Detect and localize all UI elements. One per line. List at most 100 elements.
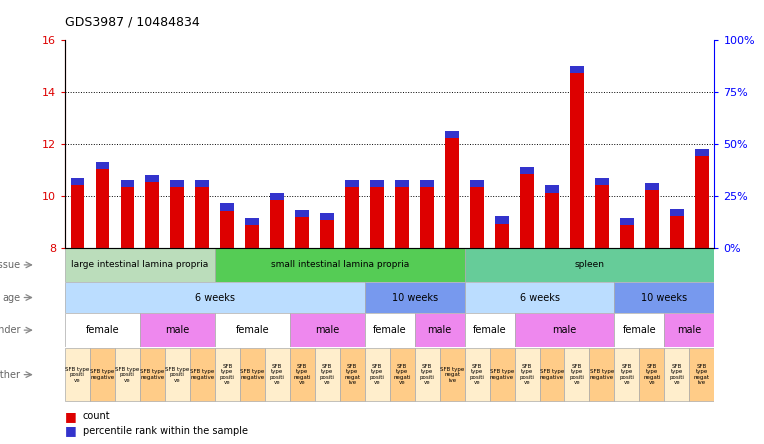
Text: count: count: [83, 412, 110, 421]
Text: female: female: [373, 325, 406, 335]
Bar: [364, 348, 390, 401]
Text: SFB
type
positi
ve: SFB type positi ve: [220, 364, 235, 385]
Text: female: female: [473, 325, 507, 335]
Bar: [221, 203, 234, 211]
Bar: [270, 193, 284, 200]
Text: SFB
type
positi
ve: SFB type positi ve: [470, 364, 484, 385]
Bar: [445, 131, 459, 138]
Text: 10 weeks: 10 weeks: [641, 293, 688, 302]
Text: SFB type
negative: SFB type negative: [190, 369, 215, 380]
Bar: [645, 182, 659, 248]
Bar: [390, 348, 415, 401]
Bar: [470, 180, 484, 187]
Bar: [570, 66, 584, 248]
Bar: [539, 348, 565, 401]
Bar: [165, 348, 189, 401]
Text: SFB type
positi
ve: SFB type positi ve: [165, 367, 189, 383]
Text: SFB type
negative: SFB type negative: [490, 369, 514, 380]
Bar: [420, 180, 434, 187]
Bar: [371, 180, 384, 248]
Text: SFB
type
positi
ve: SFB type positi ve: [419, 364, 435, 385]
Bar: [65, 282, 364, 313]
Bar: [620, 218, 634, 248]
Bar: [395, 180, 409, 248]
Text: SFB
type
positi
ve: SFB type positi ve: [270, 364, 285, 385]
Bar: [296, 210, 309, 217]
Bar: [245, 218, 259, 248]
Text: SFB
type
positi
ve: SFB type positi ve: [620, 364, 634, 385]
Bar: [595, 178, 609, 185]
Bar: [340, 348, 364, 401]
Bar: [595, 178, 609, 248]
Bar: [65, 313, 140, 347]
Text: SFB
type
negati
ve: SFB type negati ve: [643, 364, 661, 385]
Text: male: male: [552, 325, 577, 335]
Bar: [170, 180, 184, 248]
Text: SFB
type
negati
ve: SFB type negati ve: [293, 364, 311, 385]
Bar: [565, 348, 590, 401]
Bar: [520, 167, 534, 248]
Bar: [665, 348, 689, 401]
Text: female: female: [86, 325, 119, 335]
Text: SFB type
negat
ive: SFB type negat ive: [440, 367, 465, 383]
Text: SFB type
negative: SFB type negative: [540, 369, 564, 380]
Bar: [670, 209, 684, 216]
Text: SFB
type
positi
ve: SFB type positi ve: [669, 364, 685, 385]
Bar: [290, 348, 315, 401]
Text: female: female: [235, 325, 269, 335]
Bar: [320, 213, 334, 248]
Bar: [215, 348, 240, 401]
Text: SFB
type
positi
ve: SFB type positi ve: [569, 364, 584, 385]
Bar: [296, 210, 309, 248]
Bar: [345, 180, 359, 187]
Text: 6 weeks: 6 weeks: [520, 293, 559, 302]
Text: spleen: spleen: [575, 260, 604, 270]
Bar: [189, 348, 215, 401]
Text: tissue: tissue: [0, 260, 21, 270]
Bar: [145, 175, 159, 182]
Text: SFB
type
positi
ve: SFB type positi ve: [370, 364, 384, 385]
Bar: [590, 348, 614, 401]
Bar: [670, 209, 684, 248]
Bar: [315, 348, 340, 401]
Text: SFB
type
negat
ive: SFB type negat ive: [694, 364, 710, 385]
Text: SFB
type
negat
ive: SFB type negat ive: [344, 364, 360, 385]
Bar: [614, 282, 714, 313]
Text: ■: ■: [65, 424, 76, 437]
Text: other: other: [0, 370, 21, 380]
Bar: [545, 185, 558, 193]
Text: 10 weeks: 10 weeks: [392, 293, 438, 302]
Text: female: female: [623, 325, 656, 335]
Text: SFB type
negative: SFB type negative: [141, 369, 164, 380]
Bar: [245, 218, 259, 225]
Bar: [221, 203, 234, 248]
Bar: [215, 313, 290, 347]
Bar: [65, 348, 90, 401]
Bar: [115, 348, 140, 401]
Text: male: male: [677, 325, 701, 335]
Bar: [415, 348, 439, 401]
Bar: [689, 348, 714, 401]
Bar: [645, 182, 659, 190]
Text: 6 weeks: 6 weeks: [195, 293, 235, 302]
Text: male: male: [428, 325, 452, 335]
Bar: [490, 348, 514, 401]
Text: SFB
type
negati
ve: SFB type negati ve: [393, 364, 411, 385]
Bar: [445, 131, 459, 248]
Text: age: age: [2, 293, 21, 302]
Bar: [70, 178, 84, 185]
Text: SFB type
negative: SFB type negative: [90, 369, 115, 380]
Text: male: male: [315, 325, 339, 335]
Bar: [65, 248, 215, 282]
Bar: [70, 178, 84, 248]
Bar: [495, 216, 509, 224]
Bar: [465, 282, 614, 313]
Text: GDS3987 / 10484834: GDS3987 / 10484834: [65, 16, 199, 29]
Bar: [695, 149, 709, 156]
Bar: [196, 180, 209, 248]
Bar: [465, 313, 514, 347]
Bar: [121, 180, 134, 187]
Bar: [90, 348, 115, 401]
Bar: [170, 180, 184, 187]
Bar: [415, 313, 465, 347]
